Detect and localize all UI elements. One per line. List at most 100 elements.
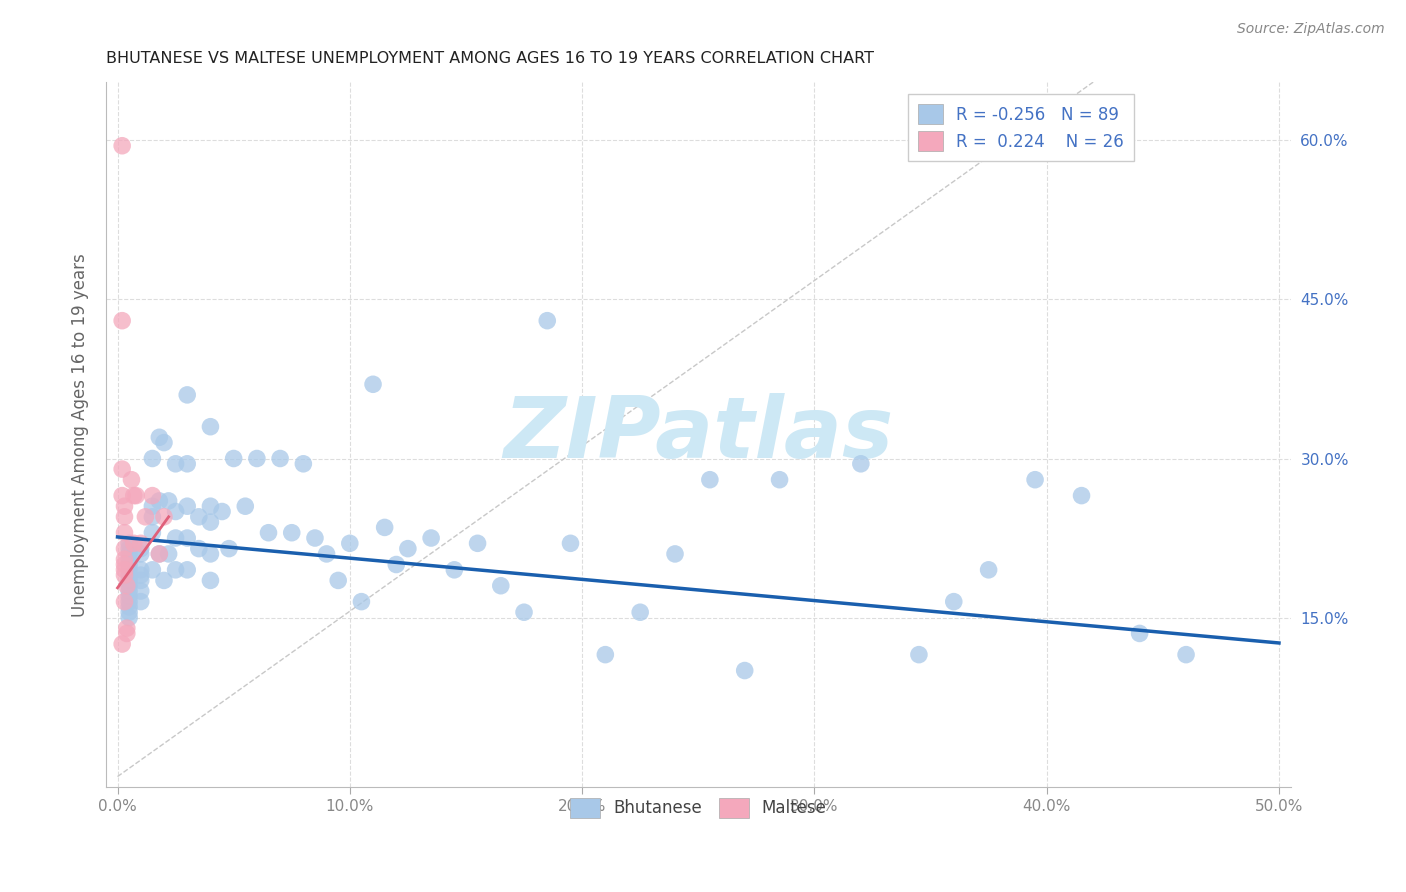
- Point: [111, 313, 134, 327]
- Point: [374, 520, 396, 534]
- Point: [233, 500, 256, 514]
- Point: [350, 594, 373, 608]
- Point: [165, 563, 187, 577]
- Point: [148, 430, 170, 444]
- Point: [118, 605, 141, 619]
- Point: [118, 547, 141, 561]
- Y-axis label: Unemployment Among Ages 16 to 19 years: Unemployment Among Ages 16 to 19 years: [72, 252, 89, 616]
- Point: [176, 388, 198, 402]
- Point: [115, 621, 138, 635]
- Point: [165, 531, 187, 545]
- Point: [280, 525, 302, 540]
- Point: [141, 509, 163, 524]
- Point: [849, 457, 872, 471]
- Point: [467, 536, 489, 550]
- Point: [111, 489, 134, 503]
- Point: [141, 525, 163, 540]
- Point: [125, 489, 148, 503]
- Point: [489, 579, 512, 593]
- Point: [165, 457, 187, 471]
- Point: [141, 500, 163, 514]
- Point: [1070, 489, 1092, 503]
- Point: [942, 594, 965, 608]
- Point: [114, 509, 136, 524]
- Point: [165, 504, 187, 518]
- Point: [153, 574, 176, 588]
- Point: [141, 563, 163, 577]
- Point: [118, 563, 141, 577]
- Point: [114, 558, 136, 572]
- Point: [361, 377, 384, 392]
- Point: [111, 637, 134, 651]
- Point: [118, 594, 141, 608]
- Point: [176, 457, 198, 471]
- Point: [211, 504, 233, 518]
- Point: [148, 547, 170, 561]
- Point: [292, 457, 315, 471]
- Point: [396, 541, 419, 556]
- Point: [118, 599, 141, 614]
- Point: [977, 563, 1000, 577]
- Point: [118, 579, 141, 593]
- Point: [115, 579, 138, 593]
- Point: [628, 605, 651, 619]
- Point: [595, 648, 617, 662]
- Point: [246, 451, 269, 466]
- Point: [118, 584, 141, 599]
- Point: [111, 138, 134, 153]
- Point: [176, 531, 198, 545]
- Point: [118, 590, 141, 604]
- Text: Source: ZipAtlas.com: Source: ZipAtlas.com: [1237, 22, 1385, 37]
- Point: [187, 541, 209, 556]
- Point: [129, 568, 152, 582]
- Point: [768, 473, 790, 487]
- Point: [200, 515, 222, 529]
- Point: [187, 509, 209, 524]
- Point: [385, 558, 408, 572]
- Point: [129, 547, 152, 561]
- Point: [1024, 473, 1046, 487]
- Point: [118, 610, 141, 624]
- Point: [200, 419, 222, 434]
- Point: [734, 664, 756, 678]
- Text: ZIPatlas: ZIPatlas: [503, 393, 893, 476]
- Point: [120, 473, 142, 487]
- Point: [118, 558, 141, 572]
- Point: [176, 500, 198, 514]
- Point: [157, 494, 180, 508]
- Point: [122, 536, 145, 550]
- Text: BHUTANESE VS MALTESE UNEMPLOYMENT AMONG AGES 16 TO 19 YEARS CORRELATION CHART: BHUTANESE VS MALTESE UNEMPLOYMENT AMONG …: [105, 51, 875, 66]
- Point: [118, 536, 141, 550]
- Point: [148, 494, 170, 508]
- Point: [129, 563, 152, 577]
- Point: [141, 451, 163, 466]
- Point: [218, 541, 240, 556]
- Point: [513, 605, 536, 619]
- Point: [304, 531, 326, 545]
- Point: [114, 500, 136, 514]
- Point: [315, 547, 337, 561]
- Point: [222, 451, 245, 466]
- Point: [200, 547, 222, 561]
- Point: [118, 552, 141, 566]
- Legend: Bhutanese, Maltese: Bhutanese, Maltese: [564, 791, 834, 825]
- Point: [111, 462, 134, 476]
- Point: [134, 509, 156, 524]
- Point: [141, 489, 163, 503]
- Point: [257, 525, 280, 540]
- Point: [536, 313, 558, 327]
- Point: [153, 435, 176, 450]
- Point: [176, 563, 198, 577]
- Point: [200, 500, 222, 514]
- Point: [129, 594, 152, 608]
- Point: [269, 451, 291, 466]
- Point: [114, 525, 136, 540]
- Point: [129, 584, 152, 599]
- Point: [157, 547, 180, 561]
- Point: [420, 531, 443, 545]
- Point: [328, 574, 350, 588]
- Point: [443, 563, 465, 577]
- Point: [339, 536, 361, 550]
- Point: [148, 547, 170, 561]
- Point: [114, 552, 136, 566]
